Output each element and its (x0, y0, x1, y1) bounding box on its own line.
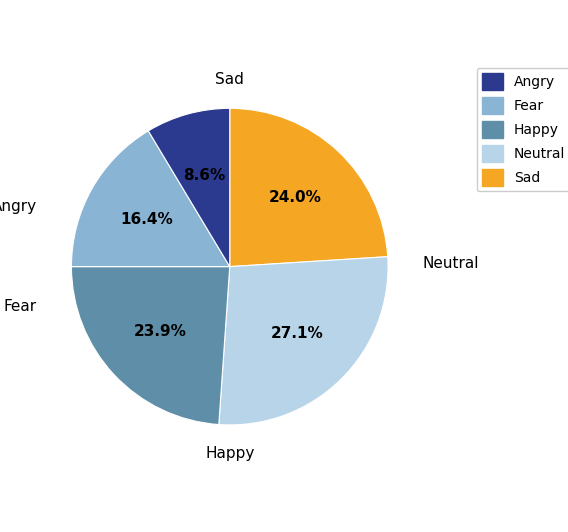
Wedge shape (229, 109, 388, 267)
Text: Fear: Fear (3, 298, 36, 314)
Text: 8.6%: 8.6% (183, 168, 225, 182)
Text: Neutral: Neutral (423, 256, 479, 271)
Text: 24.0%: 24.0% (268, 190, 321, 205)
Legend: Angry, Fear, Happy, Neutral, Sad: Angry, Fear, Happy, Neutral, Sad (477, 68, 568, 192)
Text: Angry: Angry (0, 199, 36, 214)
Text: Sad: Sad (215, 72, 244, 87)
Text: 23.9%: 23.9% (134, 324, 187, 339)
Wedge shape (148, 109, 229, 267)
Wedge shape (219, 256, 388, 425)
Wedge shape (72, 267, 229, 425)
Text: 27.1%: 27.1% (270, 327, 323, 342)
Text: 16.4%: 16.4% (121, 212, 173, 227)
Wedge shape (72, 131, 229, 267)
Text: Happy: Happy (205, 446, 254, 461)
